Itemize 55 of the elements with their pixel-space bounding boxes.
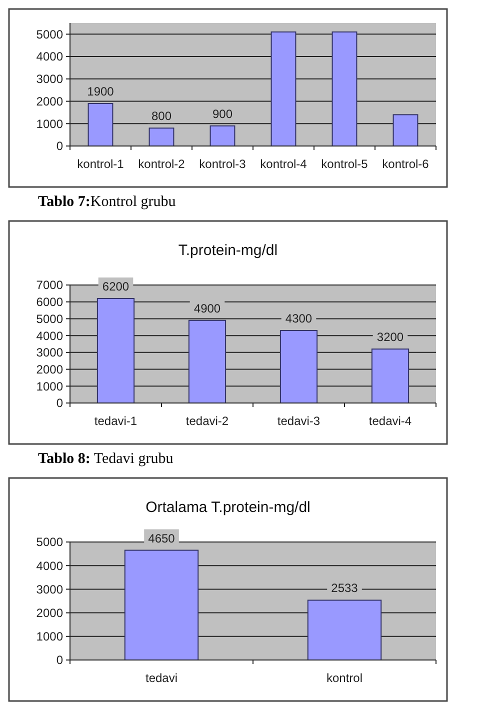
bar [392, 114, 418, 146]
bar [332, 31, 358, 146]
bar [148, 128, 174, 146]
x-tick-label: kontrol-6 [382, 157, 430, 171]
y-tick-label: 0 [56, 396, 64, 410]
data-label: 800 [151, 109, 172, 124]
x-tick-label: kontrol-5 [321, 157, 368, 171]
y-tick-label: 1000 [36, 116, 64, 131]
y-tick-label: 2000 [36, 606, 64, 620]
data-label: 6200 [102, 279, 130, 294]
bar [210, 125, 236, 146]
y-tick-label: 4000 [36, 328, 64, 343]
bar [88, 103, 114, 146]
y-tick-label: 6000 [36, 295, 64, 310]
x-tick-label: tedavi-2 [186, 414, 229, 428]
data-label: 4300 [285, 312, 312, 326]
x-tick-label: kontrol-2 [138, 157, 186, 171]
y-tick-label: 4000 [36, 50, 64, 64]
y-tick-label: 4000 [36, 558, 64, 573]
y-tick-label: 5000 [36, 312, 64, 326]
text: Tablo 7:Kontrol grubu [38, 194, 176, 210]
data-label: 4900 [194, 301, 221, 316]
y-tick-label: 3000 [36, 346, 64, 360]
y-tick-label: 5000 [36, 535, 64, 550]
bar [371, 348, 410, 404]
data-label: 4650 [148, 531, 176, 546]
x-tick-label: kontrol-3 [199, 157, 246, 171]
x-tick-label: tedavi-3 [277, 414, 320, 428]
y-tick-label: 1000 [36, 630, 64, 644]
y-tick-label: 3000 [36, 72, 64, 86]
bar [280, 330, 318, 404]
x-tick-label: kontrol-4 [260, 157, 308, 171]
y-tick-label: 2000 [36, 362, 64, 376]
x-tick-label: tedavi-1 [94, 414, 138, 428]
y-tick-label: 0 [56, 653, 64, 668]
y-tick-label: 2000 [36, 94, 64, 108]
bar [270, 31, 296, 146]
y-tick-label: 5000 [36, 27, 64, 42]
bar [188, 320, 226, 404]
data-label: 2533 [331, 581, 358, 596]
y-tick-label: 7000 [36, 278, 64, 292]
chart-title: Ortalama T.protein-mg/dl [146, 499, 310, 516]
x-tick-label: tedavi [145, 671, 178, 685]
data-label: 900 [212, 106, 233, 121]
chart-title: T.protein-mg/dl [178, 242, 278, 259]
x-tick-label: kontrol [326, 671, 363, 685]
x-tick-label: tedavi-4 [368, 414, 412, 428]
bar [96, 298, 135, 404]
text: Tablo 8: Tedavi grubu [38, 451, 174, 467]
y-tick-label: 0 [56, 139, 64, 154]
y-tick-label: 3000 [36, 582, 64, 596]
data-label: 3200 [376, 330, 404, 344]
x-tick-label: kontrol-1 [77, 157, 124, 171]
y-tick-label: 1000 [36, 379, 64, 394]
data-label: 1900 [87, 84, 114, 99]
